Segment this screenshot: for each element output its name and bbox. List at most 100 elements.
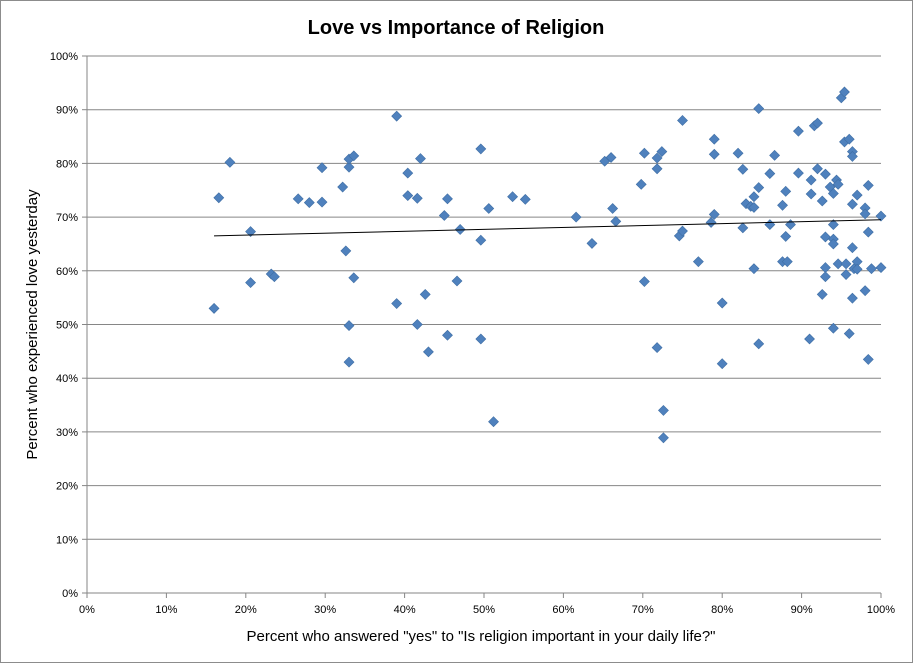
data-point bbox=[785, 219, 796, 231]
data-point bbox=[586, 237, 598, 249]
x-tick-label: 20% bbox=[235, 604, 257, 616]
data-point bbox=[792, 125, 804, 137]
data-points bbox=[208, 86, 887, 444]
x-tick-label: 70% bbox=[632, 604, 654, 616]
data-point bbox=[819, 231, 831, 243]
x-tick-label: 90% bbox=[791, 604, 813, 616]
x-tick-label: 0% bbox=[79, 604, 95, 616]
data-point bbox=[846, 292, 858, 304]
data-point bbox=[764, 219, 776, 231]
data-point bbox=[748, 202, 760, 213]
y-tick-label: 60% bbox=[56, 266, 78, 278]
data-point bbox=[337, 181, 349, 193]
data-point bbox=[610, 215, 622, 227]
y-tick-label: 50% bbox=[56, 320, 78, 332]
data-point bbox=[677, 115, 688, 126]
data-point bbox=[348, 272, 360, 284]
data-point bbox=[208, 302, 220, 314]
trendline bbox=[214, 219, 882, 237]
x-tick-label: 100% bbox=[867, 604, 895, 616]
data-point bbox=[402, 167, 414, 179]
data-point bbox=[635, 178, 647, 190]
chart-title: Love vs Importance of Religion bbox=[308, 17, 605, 39]
data-point bbox=[268, 271, 280, 283]
data-point bbox=[213, 192, 225, 204]
data-point bbox=[777, 199, 788, 211]
data-point bbox=[651, 163, 663, 175]
grid-lines bbox=[82, 55, 881, 594]
data-point bbox=[716, 297, 728, 309]
y-tick-label: 30% bbox=[56, 427, 78, 439]
x-tick-label: 30% bbox=[314, 604, 336, 616]
data-point bbox=[316, 162, 328, 174]
data-point bbox=[851, 189, 863, 201]
data-point bbox=[343, 161, 355, 173]
data-point bbox=[753, 182, 765, 193]
y-tick-label: 90% bbox=[56, 105, 78, 117]
data-point bbox=[245, 226, 256, 238]
data-point bbox=[846, 150, 858, 162]
data-point bbox=[316, 196, 328, 208]
data-point bbox=[415, 153, 426, 164]
data-point bbox=[843, 133, 855, 145]
data-point bbox=[638, 147, 650, 159]
data-point bbox=[832, 178, 844, 190]
data-point bbox=[780, 185, 792, 197]
data-point bbox=[475, 143, 487, 155]
data-point bbox=[391, 298, 403, 309]
data-point bbox=[843, 328, 855, 340]
x-tick-label: 50% bbox=[473, 604, 495, 616]
data-point bbox=[859, 285, 871, 297]
data-point bbox=[875, 210, 887, 222]
data-point bbox=[419, 289, 431, 300]
data-point bbox=[570, 211, 582, 223]
data-point bbox=[862, 353, 874, 365]
data-point bbox=[451, 275, 463, 287]
data-point bbox=[780, 231, 792, 242]
data-point bbox=[638, 276, 650, 287]
data-point bbox=[391, 110, 403, 122]
data-point bbox=[753, 103, 765, 115]
data-point bbox=[402, 190, 414, 202]
data-point bbox=[753, 338, 765, 350]
data-point bbox=[303, 197, 315, 209]
data-point bbox=[411, 319, 423, 330]
data-point bbox=[475, 234, 487, 246]
y-tick-label: 40% bbox=[56, 373, 78, 385]
data-point bbox=[507, 191, 519, 203]
data-point bbox=[705, 217, 717, 228]
data-point bbox=[832, 258, 844, 270]
y-tick-label: 80% bbox=[56, 158, 78, 170]
x-tick-label: 80% bbox=[711, 604, 733, 616]
data-point bbox=[819, 271, 831, 283]
data-point bbox=[816, 195, 828, 207]
data-point bbox=[483, 203, 495, 214]
y-tick-label: 100% bbox=[50, 51, 78, 63]
data-point bbox=[438, 210, 450, 221]
data-point bbox=[348, 150, 360, 162]
data-point bbox=[792, 167, 804, 179]
data-point bbox=[840, 269, 852, 280]
y-tick-label: 0% bbox=[62, 588, 78, 600]
data-point bbox=[840, 258, 852, 270]
data-point bbox=[607, 203, 619, 214]
data-point bbox=[677, 225, 688, 237]
data-point bbox=[769, 149, 781, 161]
x-tick-labels: 0% 10% 20% 30% 40% 50% 60% 70% 80% 90% 100% bbox=[79, 604, 895, 616]
data-point bbox=[859, 208, 871, 220]
data-point bbox=[866, 263, 877, 275]
data-point bbox=[816, 289, 828, 300]
data-point bbox=[748, 191, 760, 203]
data-point bbox=[651, 152, 663, 164]
data-point bbox=[819, 168, 831, 180]
data-point bbox=[846, 198, 858, 210]
data-point bbox=[488, 416, 499, 428]
data-point bbox=[862, 179, 874, 191]
data-point bbox=[875, 262, 887, 274]
data-point bbox=[764, 168, 776, 180]
data-point bbox=[737, 222, 749, 234]
data-point bbox=[708, 148, 720, 160]
data-point bbox=[292, 193, 304, 205]
data-point bbox=[827, 322, 839, 334]
data-point bbox=[422, 346, 434, 358]
